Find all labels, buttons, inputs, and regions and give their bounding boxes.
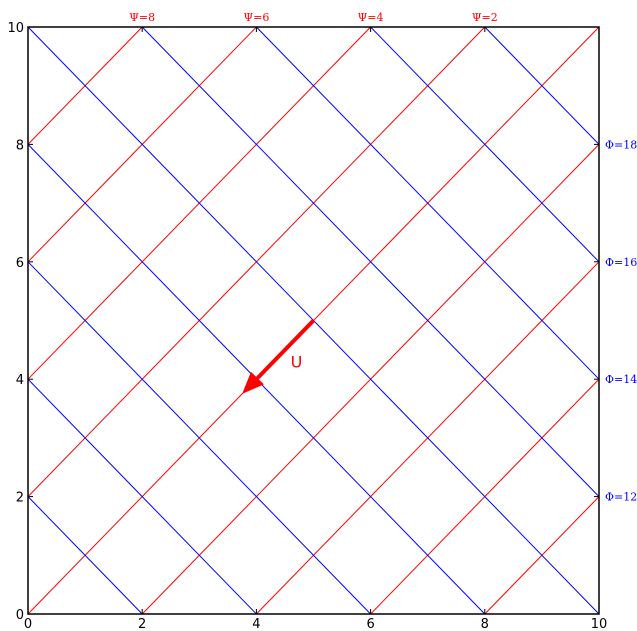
potential-line-7 xyxy=(370,26,600,263)
y-tick-label-0: 0 xyxy=(16,608,24,623)
y-tick-label-1: 2 xyxy=(16,491,24,506)
velocity-arrow-shaft xyxy=(256,319,315,380)
x-tick-label-1: 2 xyxy=(138,617,146,631)
x-tick-label-2: 4 xyxy=(252,617,260,631)
x-tick-label-5: 10 xyxy=(591,617,608,631)
psi-label-3: Ψ=2 xyxy=(472,11,498,24)
line-labels: Ψ=8 Ψ=6 Ψ=4 Ψ=2 Φ=18 Φ=16 Φ=14 Φ=12 xyxy=(129,11,637,504)
y-tick-label-4: 8 xyxy=(16,138,24,153)
potential-line-0 xyxy=(27,496,143,615)
potential-line-2 xyxy=(27,261,371,615)
axis-ticks: 0 2 4 6 8 10 0 2 4 6 8 10 xyxy=(7,21,607,631)
x-tick-label-4: 8 xyxy=(481,617,489,631)
phi-label-2: Φ=14 xyxy=(605,373,637,386)
phi-label-0: Φ=18 xyxy=(605,138,637,151)
psi-label-1: Ψ=6 xyxy=(243,11,269,24)
velocity-arrow-label: U xyxy=(291,352,303,371)
psi-label-0: Ψ=8 xyxy=(129,11,155,24)
phi-label-3: Φ=12 xyxy=(605,491,637,504)
potential-line-8 xyxy=(484,26,600,145)
potential-line-6 xyxy=(256,26,600,380)
plot-frame xyxy=(27,26,600,615)
velocity-arrow: U xyxy=(242,319,315,394)
x-tick-label-0: 0 xyxy=(24,617,32,631)
potential-line-1 xyxy=(27,378,257,615)
phi-label-1: Φ=16 xyxy=(605,256,637,269)
potential-line-5 xyxy=(141,26,600,497)
y-tick-label-2: 4 xyxy=(16,373,24,388)
velocity-arrow-head xyxy=(242,371,264,394)
psi-label-2: Ψ=4 xyxy=(358,11,384,24)
y-tick-label-5: 10 xyxy=(7,21,24,36)
x-tick-label-3: 6 xyxy=(366,617,374,631)
y-tick-label-3: 6 xyxy=(16,256,24,271)
